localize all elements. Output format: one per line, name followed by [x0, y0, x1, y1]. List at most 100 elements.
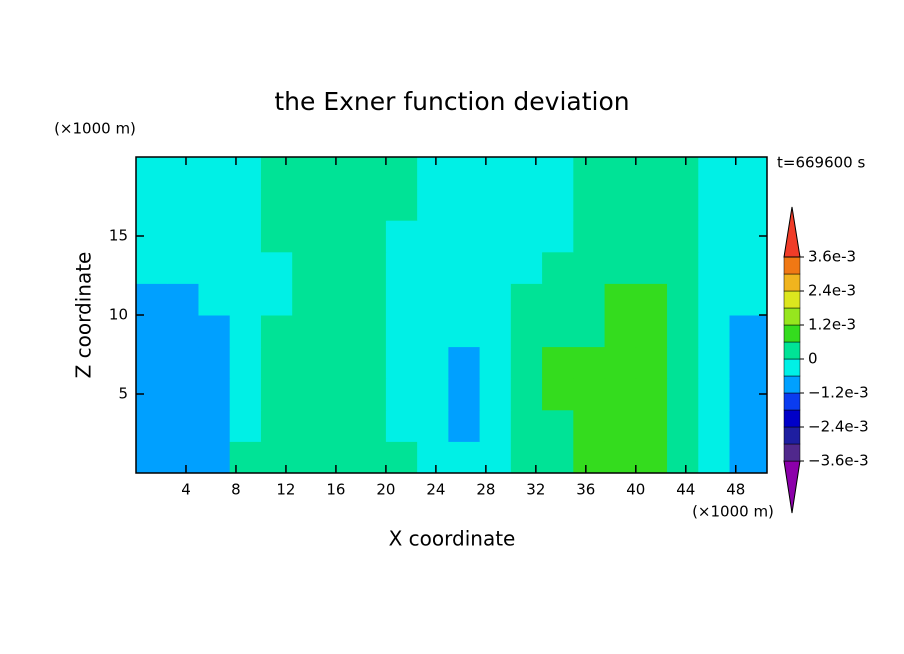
contour-cell	[198, 315, 231, 348]
contour-cell	[479, 409, 512, 442]
x-tick-label: 8	[231, 481, 241, 499]
contour-cell	[260, 251, 293, 284]
contour-cell	[136, 315, 168, 348]
contour-cell	[354, 378, 387, 411]
x-tick-label: 40	[626, 481, 645, 499]
contour-cell	[604, 283, 637, 316]
contour-cell	[260, 378, 293, 411]
contour-cell	[698, 157, 731, 190]
contour-cell	[260, 157, 293, 190]
contour-cell	[729, 283, 767, 316]
contour-cell	[635, 315, 668, 348]
colorbar-label: 3.6e-3	[808, 248, 856, 266]
contour-cell	[729, 188, 767, 221]
contour-cell	[417, 157, 449, 190]
contour-cell	[385, 283, 418, 316]
contour-cell	[698, 188, 731, 221]
contour-cell	[323, 283, 356, 316]
contour-cell	[542, 441, 574, 473]
y-tick-label: 15	[109, 227, 128, 245]
contour-cell	[385, 346, 418, 379]
contour-cell	[542, 315, 574, 348]
contour-cell	[542, 378, 574, 411]
contour-cell	[417, 220, 449, 253]
colorbar-box	[783, 341, 801, 360]
contour-cell	[604, 188, 637, 221]
contour-cell	[323, 378, 356, 411]
colorbar-box	[783, 307, 801, 326]
contour-cell	[198, 157, 231, 190]
contour-cell	[198, 346, 231, 379]
contour-cell	[729, 346, 767, 379]
contour-cell	[698, 251, 731, 284]
colorbar-box	[783, 409, 801, 428]
contour-cell	[573, 188, 606, 221]
contour-cell	[573, 378, 606, 411]
contour-cell	[448, 409, 481, 442]
x-tick-label: 24	[426, 481, 445, 499]
contour-cell	[417, 409, 449, 442]
contour-cell	[229, 346, 262, 379]
contour-cell	[198, 188, 231, 221]
contour-cell	[635, 346, 668, 379]
contour-cell	[573, 441, 606, 473]
contour-cell	[385, 378, 418, 411]
contour-cell	[323, 346, 356, 379]
contour-cell	[542, 188, 574, 221]
contour-cell	[667, 251, 699, 284]
contour-cell	[510, 157, 543, 190]
contour-cell	[573, 283, 606, 316]
x-unit: (×1000 m)	[692, 503, 774, 521]
x-tick-label: 20	[376, 481, 395, 499]
time-label: t=669600 s	[777, 154, 865, 172]
contour-cell	[479, 441, 512, 473]
contour-cell	[292, 283, 324, 316]
contour-cell	[448, 441, 481, 473]
contour-cell	[354, 251, 387, 284]
contour-cell	[167, 283, 199, 316]
contour-cell	[292, 441, 324, 473]
contour-cell	[729, 409, 767, 442]
contour-cell	[510, 409, 543, 442]
contour-cell	[635, 220, 668, 253]
contour-cell	[292, 378, 324, 411]
colorbar-label: −1.2e-3	[808, 384, 869, 402]
contour-cell	[635, 157, 668, 190]
contour-cell	[604, 409, 637, 442]
contour-cell	[167, 378, 199, 411]
contour-cell	[167, 409, 199, 442]
contour-cell	[635, 283, 668, 316]
contour-cell	[448, 378, 481, 411]
contour-cell	[635, 378, 668, 411]
contour-cell	[354, 283, 387, 316]
colorbar-label: 0	[808, 350, 818, 368]
contour-cell	[323, 157, 356, 190]
contour-cell	[354, 409, 387, 442]
contour-cell	[698, 378, 731, 411]
colorbar-box	[783, 324, 801, 343]
contour-cell	[198, 251, 231, 284]
contour-cell	[604, 251, 637, 284]
contour-cell	[229, 220, 262, 253]
contour-cell	[354, 188, 387, 221]
x-axis-label: X coordinate	[389, 527, 516, 551]
colorbar-label: −3.6e-3	[808, 452, 869, 470]
y-unit: (×1000 m)	[54, 120, 136, 138]
contour-cell	[167, 251, 199, 284]
contour-cell	[573, 220, 606, 253]
contour-cell	[573, 315, 606, 348]
contour-cell	[229, 315, 262, 348]
contour-cell	[448, 188, 481, 221]
contour-cell	[542, 157, 574, 190]
x-tick-label: 36	[576, 481, 595, 499]
contour-cell	[136, 188, 168, 221]
contour-cell	[167, 441, 199, 473]
contour-cell	[323, 220, 356, 253]
contour-cell	[510, 441, 543, 473]
contour-cell	[510, 220, 543, 253]
contour-cell	[667, 220, 699, 253]
x-tick-label: 32	[526, 481, 545, 499]
y-tick-label: 10	[109, 306, 128, 324]
contour-cell	[635, 188, 668, 221]
